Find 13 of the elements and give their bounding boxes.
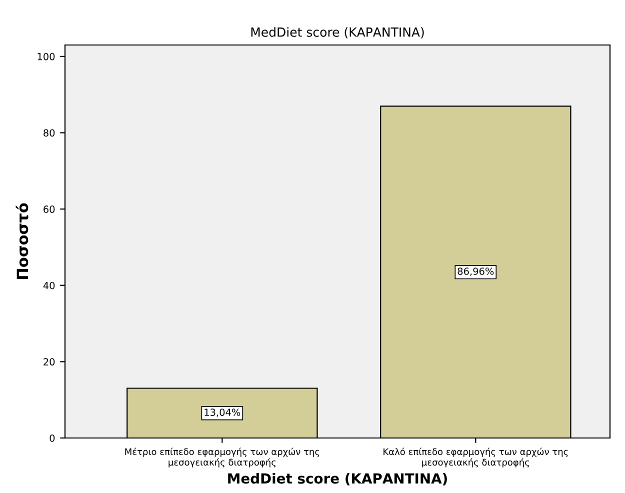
y-tick-label: 40 bbox=[43, 282, 55, 290]
y-tick-label: 20 bbox=[44, 358, 55, 366]
x-axis-title: MedDiet score (ΚΑΡΑΝΤΙΝΑ) bbox=[228, 472, 447, 486]
y-tick-label: 60 bbox=[44, 206, 55, 213]
data-label: 13,04% bbox=[204, 408, 240, 417]
chart-title: MedDiet score (ΚΑΡΑΝΤΙΝΑ) bbox=[251, 27, 424, 38]
y-tick-label: 0 bbox=[50, 434, 55, 442]
x-tick-label: Μέτριο επίπεδο εφαρμογής των αρχών της μεσογειακής διατροφής bbox=[125, 448, 320, 468]
y-axis-title: Ποσοστό bbox=[16, 203, 28, 280]
y-tick-label: 100 bbox=[38, 52, 55, 60]
y-tick-label: 80 bbox=[44, 129, 55, 137]
x-tick-label: Καλό επίπεδο εφαρμογής των αρχών της μεσογειακής διατροφής bbox=[384, 448, 568, 468]
data-label: 86,96% bbox=[458, 268, 494, 276]
